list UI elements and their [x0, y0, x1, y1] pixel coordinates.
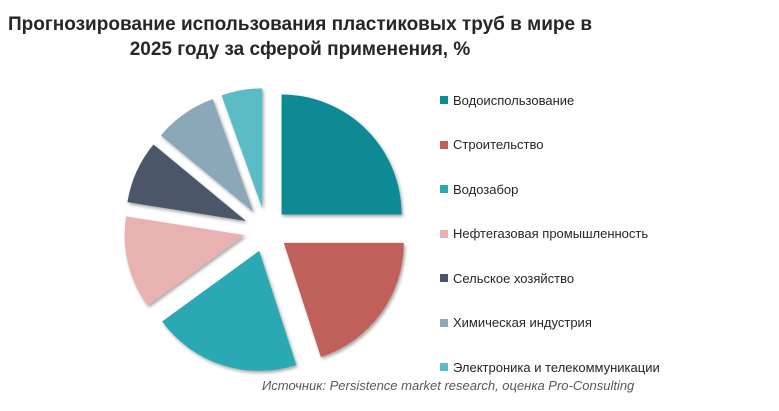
pie-slice: [127, 144, 246, 221]
legend-swatch: [440, 140, 448, 149]
legend-item: Нефтегазовая промышленность: [440, 212, 660, 257]
legend-item: Химическая индустрия: [440, 301, 660, 346]
legend-label: Строительство: [453, 137, 544, 153]
legend-swatch: [440, 318, 448, 327]
legend-label: Нефтегазовая промышленность: [453, 226, 649, 242]
legend-swatch: [440, 96, 448, 105]
pie-slice: [283, 242, 404, 358]
legend-label: Сельское хозяйство: [453, 270, 575, 286]
legend-swatch: [440, 363, 448, 372]
legend-label: Химическая индустрия: [453, 315, 592, 331]
legend-swatch: [440, 229, 448, 238]
pie-slice: [124, 216, 245, 306]
pie-slice: [281, 94, 402, 215]
chart-title-line-1: Прогнозирование использования пластиковы…: [8, 14, 592, 35]
legend-label: Электроника и телекоммуникации: [453, 359, 660, 375]
legend-label: Водоиспользование: [453, 92, 575, 108]
chart-title-line-2: 2025 году за сферой применения, %: [129, 39, 471, 60]
pie-slice: [160, 99, 254, 212]
chart-title: Прогнозирование использования пластиковы…: [0, 12, 600, 62]
legend-label: Водозабор: [453, 181, 519, 197]
legend-item: Электроника и телекоммуникации: [440, 345, 660, 390]
legend-item: Водоиспользование: [440, 78, 660, 123]
source-note: Источник: Persistence market research, о…: [262, 378, 635, 393]
pie-slice: [162, 250, 297, 371]
legend-item: Строительство: [440, 123, 660, 168]
legend-item: Водозабор: [440, 167, 660, 212]
legend-swatch: [440, 185, 448, 194]
chart-legend: Водоиспользование Строительство Водозабо…: [440, 78, 660, 390]
legend-swatch: [440, 274, 448, 283]
pie-slice: [221, 88, 263, 209]
legend-item: Сельское хозяйство: [440, 256, 660, 301]
